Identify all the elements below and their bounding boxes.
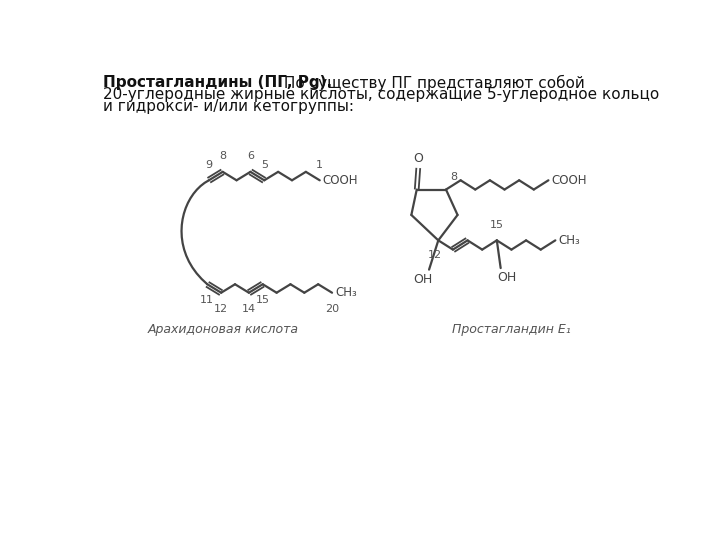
Text: 8: 8 (450, 172, 457, 182)
Text: и гидрокси- и/или кетогруппы:: и гидрокси- и/или кетогруппы: (104, 99, 354, 114)
Text: Простагландины (ПГ, Pg).: Простагландины (ПГ, Pg). (104, 75, 333, 90)
Text: 15: 15 (256, 295, 270, 305)
Text: COOH: COOH (323, 174, 359, 187)
Text: OH: OH (498, 271, 516, 284)
Text: 14: 14 (242, 303, 256, 314)
Text: 1: 1 (316, 159, 323, 170)
Text: 5: 5 (261, 159, 268, 170)
Text: 6: 6 (247, 151, 254, 161)
Text: 20-углеродные жирные кислоты, содержащие 5-углеродное кольцо: 20-углеродные жирные кислоты, содержащие… (104, 87, 660, 102)
Text: Арахидоновая кислота: Арахидоновая кислота (147, 323, 298, 336)
Text: 12: 12 (428, 249, 442, 260)
Text: 9: 9 (205, 159, 212, 170)
Text: COOH: COOH (552, 174, 587, 187)
Text: CH₃: CH₃ (559, 234, 580, 247)
Text: 15: 15 (490, 220, 504, 229)
Text: Простагландин Е₁: Простагландин Е₁ (452, 323, 571, 336)
Text: 8: 8 (219, 151, 226, 161)
Text: 11: 11 (200, 295, 215, 305)
Text: 20: 20 (325, 303, 339, 314)
Text: CH₃: CH₃ (335, 286, 357, 299)
Text: По существу ПГ представляют собой: По существу ПГ представляют собой (279, 75, 585, 91)
Text: 12: 12 (214, 303, 228, 314)
Text: OH: OH (413, 273, 433, 286)
Text: O: O (413, 152, 423, 165)
